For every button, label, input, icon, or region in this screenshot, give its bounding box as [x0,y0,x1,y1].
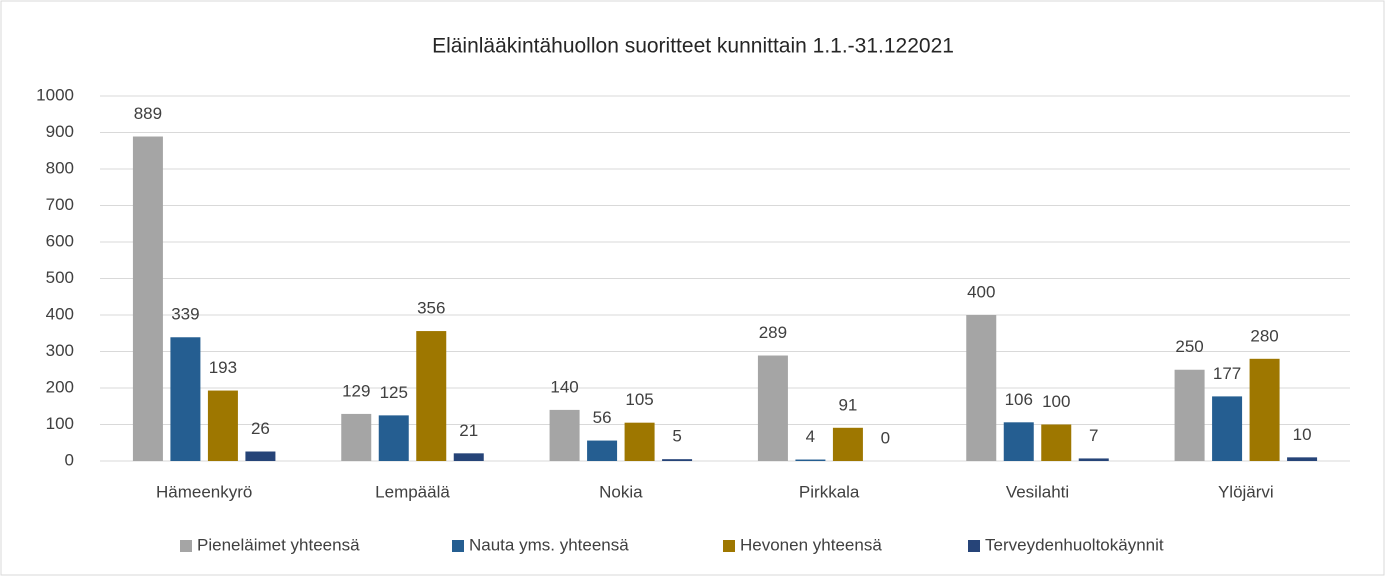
x-tick-label: Lempäälä [375,482,450,501]
legend-swatch [968,540,980,552]
bar [378,415,409,461]
bar [966,315,997,461]
y-tick-label: 800 [46,158,74,177]
y-tick-label: 900 [46,122,74,141]
y-tick-label: 1000 [36,85,74,104]
bar [1287,457,1318,461]
bar [549,409,580,461]
data-label: 21 [459,421,478,440]
data-label: 289 [759,323,787,342]
legend-label: Pieneläimet yhteensä [197,535,360,554]
data-label: 26 [251,419,270,438]
y-tick-label: 700 [46,195,74,214]
legend-label: Hevonen yhteensä [740,535,882,554]
data-label: 193 [209,358,237,377]
y-tick-label: 400 [46,304,74,323]
x-tick-label: Ylöjärvi [1218,482,1274,501]
data-label: 91 [838,395,857,414]
data-label: 0 [881,428,890,447]
bar [416,331,447,461]
y-tick-label: 600 [46,231,74,250]
x-tick-label: Vesilahti [1006,482,1069,501]
x-tick-label: Hämeenkyrö [156,482,252,501]
data-label: 140 [550,377,578,396]
bar [170,337,201,461]
data-label: 100 [1042,392,1070,411]
data-label: 106 [1005,390,1033,409]
data-label: 129 [342,381,370,400]
legend-swatch [180,540,192,552]
data-label: 177 [1213,364,1241,383]
bar [1249,358,1280,461]
bar [587,440,618,461]
data-label: 889 [134,104,162,123]
bar [341,413,372,461]
y-tick-label: 200 [46,377,74,396]
data-label: 356 [417,299,445,318]
data-label: 4 [806,427,815,446]
data-label: 339 [171,305,199,324]
y-tick-label: 500 [46,268,74,287]
bar [245,451,276,461]
bar [1003,422,1034,461]
bar [757,355,788,461]
bar [624,422,655,461]
bar [1212,396,1243,461]
legend-swatch [452,540,464,552]
data-label: 400 [967,282,995,301]
y-tick-label: 300 [46,341,74,360]
data-label: 105 [625,390,653,409]
bar [207,390,238,461]
data-label: 280 [1250,326,1278,345]
legend-swatch [723,540,735,552]
bar [1041,424,1072,461]
x-tick-label: Nokia [599,482,643,501]
data-label: 125 [380,383,408,402]
data-label: 250 [1175,337,1203,356]
data-label: 5 [672,427,681,446]
y-tick-label: 100 [46,414,74,433]
bar [795,459,826,461]
bar [832,427,863,461]
legend-label: Nauta yms. yhteensä [469,535,629,554]
y-tick-label: 0 [65,450,74,469]
bar [1078,458,1109,461]
x-tick-label: Pirkkala [799,482,860,501]
bar [662,459,693,461]
data-label: 10 [1293,425,1312,444]
data-label: 56 [593,408,612,427]
bar [1174,369,1205,461]
chart-title: Eläinlääkintähuollon suoritteet kunnitta… [432,35,954,58]
data-label: 7 [1089,426,1098,445]
legend-label: Terveydenhuoltokäynnit [985,535,1164,554]
bar [132,136,163,461]
bar [453,453,484,461]
